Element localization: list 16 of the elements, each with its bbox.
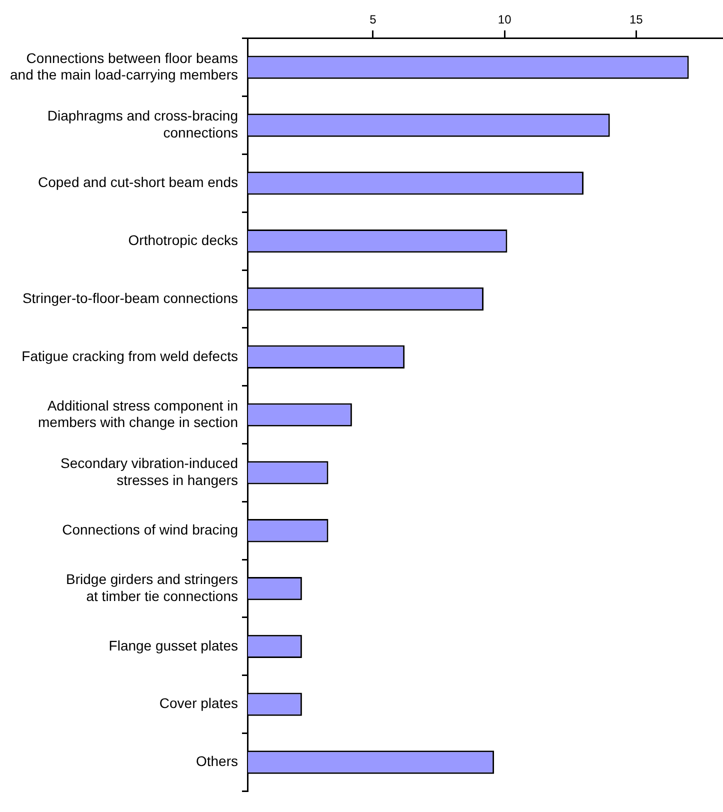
y-tick-label: Stringer-to-floor-beam connections <box>22 290 238 306</box>
y-tick-label: Fatigue cracking from weld defects <box>22 348 238 364</box>
y-tick-label: Secondary vibration-induced stresses in hangers <box>60 455 238 488</box>
x-tick-label: 5 <box>370 12 377 27</box>
y-tick-label: Others <box>196 753 238 770</box>
x-tick-label: 15 <box>629 12 644 27</box>
y-tick-label: Bridge girders and stringers at timber tie connections <box>66 570 238 604</box>
y-tick-label: Coped and cut-short beam ends <box>38 174 238 190</box>
y-tick-label: Flange gusset plates <box>108 637 238 654</box>
x-tick-label: 10 <box>498 12 512 27</box>
y-tick-label: Connections between floor beams and the main load-carrying members <box>10 50 238 83</box>
y-tick-label: Additional stress component in members with change in section <box>38 397 238 430</box>
y-tick-label: Orthotropic decks <box>128 232 238 248</box>
y-tick-label: Cover plates <box>159 695 238 712</box>
y-tick-label: Connections of wind bracing <box>62 521 238 538</box>
y-tick-label: Diaphragms and cross-bracing connections <box>47 108 238 141</box>
